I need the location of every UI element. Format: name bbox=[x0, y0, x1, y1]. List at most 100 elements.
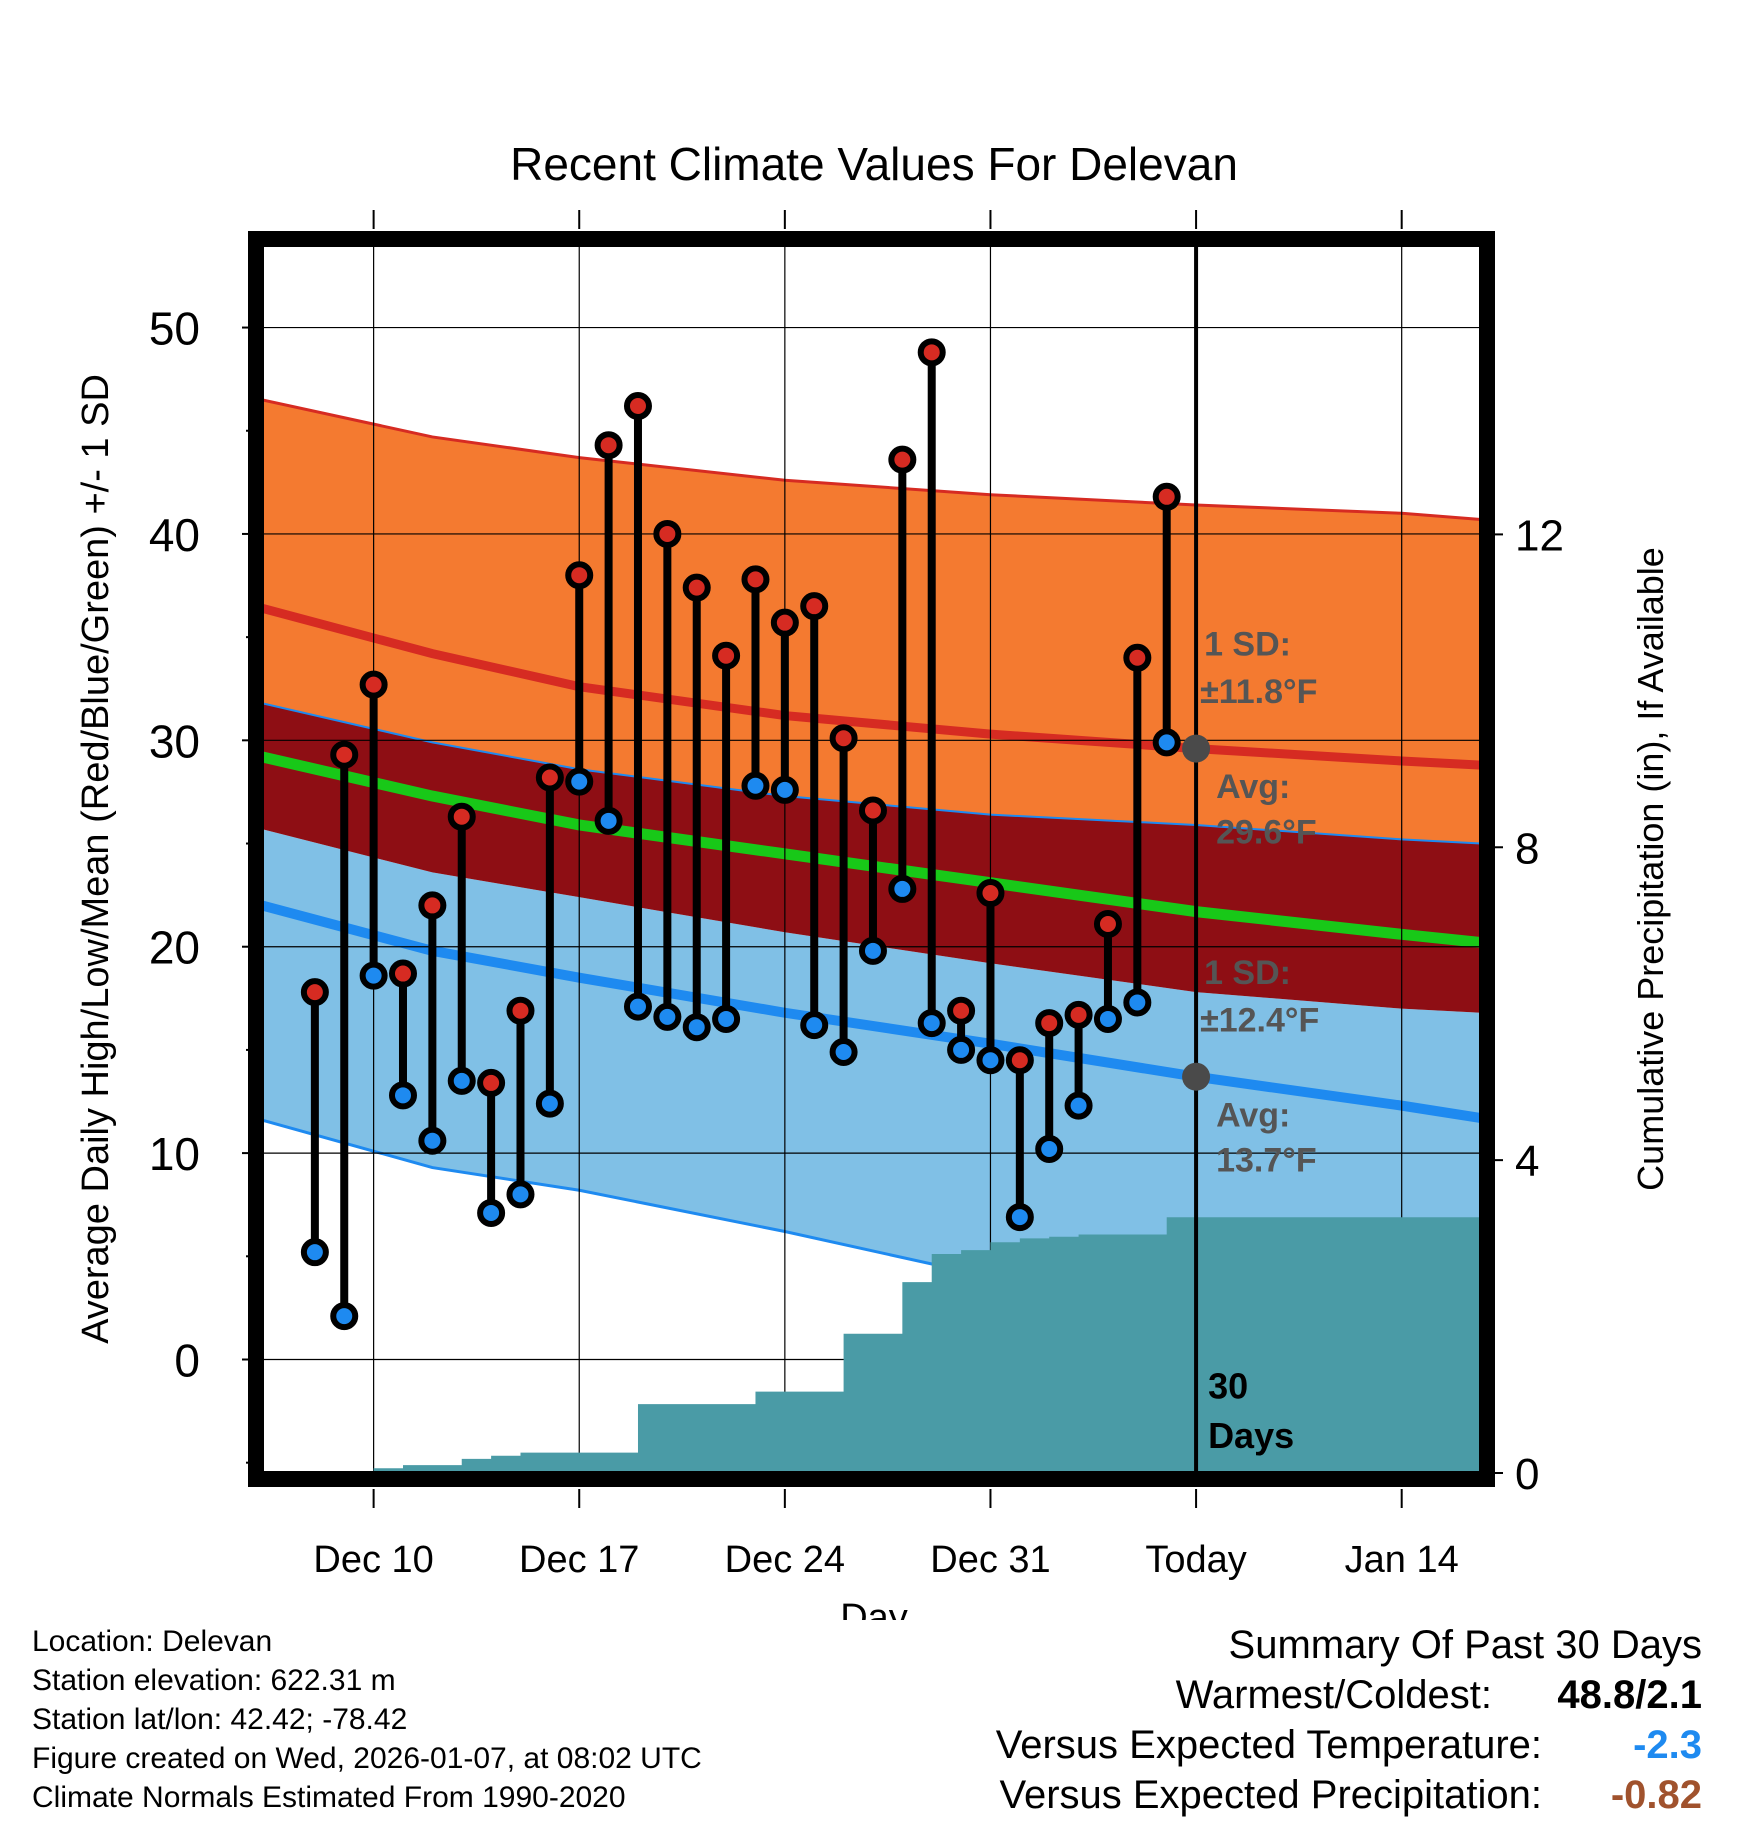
summary-title: Summary Of Past 30 Days bbox=[1228, 1623, 1702, 1667]
daily-low-point bbox=[858, 936, 887, 965]
daily-low-point bbox=[594, 806, 623, 835]
daily-low-point bbox=[477, 1198, 506, 1227]
summary-row-vs-temp: Versus Expected Temperature: -2.3 bbox=[802, 1720, 1702, 1770]
high-avg-value: 29.6°F bbox=[1216, 814, 1317, 852]
daily-high-point bbox=[653, 519, 682, 548]
daily-high-point bbox=[770, 608, 799, 637]
days-word-label: Days bbox=[1208, 1415, 1294, 1456]
daily-low-point bbox=[976, 1046, 1005, 1075]
daily-low-point bbox=[800, 1011, 829, 1040]
avg-marker bbox=[1182, 1062, 1211, 1091]
daily-low-point bbox=[1152, 728, 1181, 757]
normal-low-line bbox=[262, 900, 1481, 1123]
summary-row-warmest: Warmest/Coldest: 48.8/2.1 bbox=[802, 1670, 1702, 1720]
high-sd-title: 1 SD: bbox=[1204, 626, 1291, 664]
created-text: Figure created on Wed, 2026-01-07, at 08… bbox=[32, 1742, 702, 1775]
summary-row-vs-precip: Versus Expected Precipitation: -0.82 bbox=[802, 1770, 1702, 1820]
daily-low-point bbox=[947, 1035, 976, 1064]
x-tick-label: Dec 17 bbox=[519, 1539, 639, 1581]
daily-low-point bbox=[1093, 1004, 1122, 1033]
daily-low-point bbox=[1064, 1091, 1093, 1120]
y-axis-title: Average Daily High/Low/Mean (Red/Blue/Gr… bbox=[75, 374, 117, 1344]
daily-low-point bbox=[1123, 988, 1152, 1017]
y-tick-label: 40 bbox=[149, 509, 200, 561]
x-tick-label: Dec 10 bbox=[313, 1539, 433, 1581]
x-tick-label: Today bbox=[1145, 1539, 1246, 1581]
daily-high-point bbox=[506, 996, 535, 1025]
daily-high-point bbox=[447, 802, 476, 831]
vs-temp-value: -2.3 bbox=[1633, 1723, 1702, 1767]
daily-low-point bbox=[741, 771, 770, 800]
y2-tick-label: 0 bbox=[1515, 1450, 1539, 1499]
daily-high-point bbox=[418, 891, 447, 920]
y2-tick-label: 8 bbox=[1515, 824, 1539, 873]
low-avg-value: 13.7°F bbox=[1216, 1142, 1317, 1180]
x-tick-label: Dec 31 bbox=[930, 1539, 1050, 1581]
daily-high-point bbox=[712, 641, 741, 670]
y2-tick-label: 12 bbox=[1515, 511, 1564, 560]
daily-low-point bbox=[770, 775, 799, 804]
daily-high-point bbox=[682, 573, 711, 602]
daily-high-point bbox=[1064, 1000, 1093, 1029]
daily-high-point bbox=[594, 431, 623, 460]
daily-high-point bbox=[623, 391, 652, 420]
climate-chart: Recent Climate Values For Delevan 1 SD: ±… bbox=[75, 138, 1671, 1620]
latlon-text: Station lat/lon: 42.42; -78.42 bbox=[32, 1703, 408, 1736]
precip-area bbox=[262, 1217, 1481, 1473]
daily-low-point bbox=[359, 961, 388, 990]
warmest-value: 48.8/2.1 bbox=[1557, 1673, 1702, 1717]
daily-high-point bbox=[535, 763, 564, 792]
normal-high-line bbox=[262, 603, 1481, 770]
daily-low-point bbox=[653, 1002, 682, 1031]
daily-low-point bbox=[418, 1126, 447, 1155]
daily-low-point bbox=[388, 1081, 417, 1110]
daily-low-point bbox=[682, 1013, 711, 1042]
x-tick-label: Jan 14 bbox=[1345, 1539, 1459, 1581]
daily-high-point bbox=[477, 1068, 506, 1097]
daily-high-point bbox=[1035, 1009, 1064, 1038]
y-tick-label: 20 bbox=[149, 922, 200, 974]
location-text: Location: Delevan bbox=[32, 1625, 273, 1658]
daily-high-point bbox=[1005, 1046, 1034, 1075]
daily-low-point bbox=[300, 1238, 329, 1267]
daily-low-point bbox=[447, 1066, 476, 1095]
y2-tick-label: 4 bbox=[1515, 1137, 1539, 1186]
high-upper-edge bbox=[262, 398, 1481, 521]
plot-frame bbox=[248, 231, 1495, 1487]
daily-low-point bbox=[829, 1037, 858, 1066]
normal-mean-line bbox=[262, 751, 1481, 949]
avg-marker bbox=[1182, 734, 1211, 763]
y-tick-label: 30 bbox=[149, 715, 200, 767]
station-info: Location: Delevan Station elevation: 622… bbox=[32, 1622, 702, 1817]
daily-high-point bbox=[888, 445, 917, 474]
daily-high-point bbox=[947, 996, 976, 1025]
daily-low-point bbox=[888, 874, 917, 903]
daily-high-point bbox=[565, 561, 594, 590]
low-sd-value: ±12.4°F bbox=[1200, 1001, 1319, 1039]
daily-high-point bbox=[1123, 643, 1152, 672]
y-tick-label: 10 bbox=[149, 1128, 200, 1180]
days-number-label: 30 bbox=[1208, 1366, 1248, 1407]
y2-axis-title: Cumulative Precipitation (in), If Availa… bbox=[1630, 547, 1671, 1191]
y-tick-label: 0 bbox=[174, 1334, 200, 1386]
chart-title: Recent Climate Values For Delevan bbox=[510, 138, 1238, 190]
daily-high-point bbox=[800, 592, 829, 621]
plot-area: 1 SD: ±11.8°F Avg: 29.6°F 1 SD: ±12.4°F Avg: 13… bbox=[262, 245, 1481, 1473]
daily-low-point bbox=[623, 992, 652, 1021]
low-avg-title: Avg: bbox=[1216, 1096, 1290, 1134]
daily-high-point bbox=[829, 724, 858, 753]
daily-low-point bbox=[712, 1004, 741, 1033]
axes: 0 10 20 30 40 50 0 4 8 12 Dec 10 Dec 17 Dec 24 Dec 31… bbox=[75, 210, 1671, 1620]
normals-text: Climate Normals Estimated From 1990-2020 bbox=[32, 1781, 626, 1814]
y-tick-label: 50 bbox=[149, 303, 200, 355]
high-sd-value: ±11.8°F bbox=[1200, 673, 1317, 711]
daily-low-point bbox=[330, 1302, 359, 1331]
daily-high-point bbox=[1152, 482, 1181, 511]
daily-high-point bbox=[388, 959, 417, 988]
daily-low-point bbox=[1005, 1203, 1034, 1232]
daily-low-point bbox=[1035, 1134, 1064, 1163]
daily-high-point bbox=[300, 978, 329, 1007]
vs-temp-label: Versus Expected Temperature: bbox=[995, 1723, 1542, 1767]
vs-precip-value: -0.82 bbox=[1610, 1773, 1702, 1817]
low-sd-title: 1 SD: bbox=[1204, 954, 1291, 992]
